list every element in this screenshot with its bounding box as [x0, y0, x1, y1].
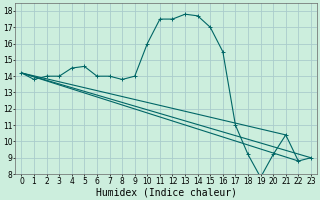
- X-axis label: Humidex (Indice chaleur): Humidex (Indice chaleur): [96, 187, 237, 197]
